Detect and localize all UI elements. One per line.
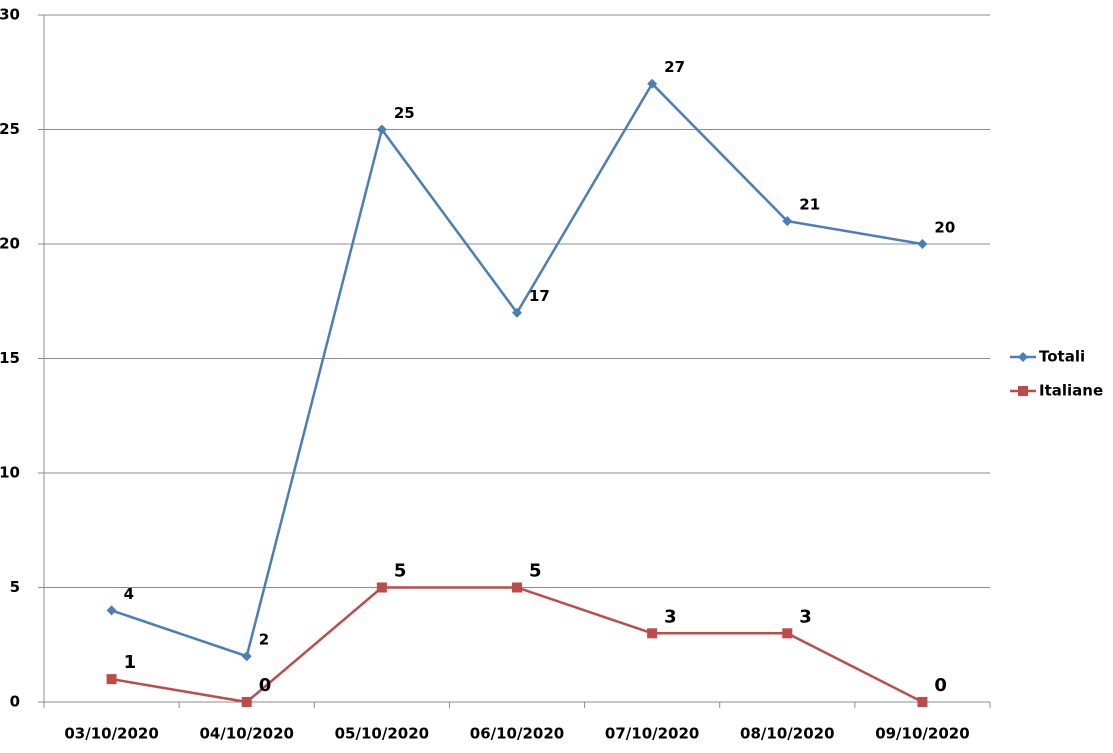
series-line [111, 586, 923, 704]
marker [241, 697, 252, 707]
x-tick-label: 09/10/2020 [875, 725, 969, 743]
marker [106, 674, 117, 685]
data-label: 25 [394, 104, 415, 122]
marker [782, 216, 793, 227]
data-label: 0 [934, 675, 947, 696]
data-label: 27 [664, 58, 685, 76]
data-label: 1 [124, 652, 137, 673]
marker [917, 697, 928, 707]
marker [376, 582, 387, 593]
x-tick-label: 04/10/2020 [199, 725, 293, 743]
y-tick-label: 0 [10, 693, 20, 711]
data-label: 2 [259, 631, 269, 649]
legend-marker [1018, 352, 1028, 362]
legend-label: Italiane [1039, 382, 1103, 400]
y-tick-label: 5 [10, 578, 20, 596]
y-tick-label: 15 [0, 349, 20, 367]
marker [376, 124, 387, 135]
marker [241, 651, 252, 662]
series-line [111, 81, 923, 658]
x-tick-label: 06/10/2020 [470, 725, 564, 743]
marker [647, 78, 658, 89]
x-tick-label: 05/10/2020 [335, 725, 429, 743]
marker [782, 628, 793, 639]
data-label: 3 [664, 606, 677, 627]
legend-marker [1018, 386, 1028, 396]
y-tick-label: 25 [0, 120, 20, 138]
legend-label: Totali [1039, 348, 1085, 366]
data-label: 20 [934, 219, 955, 237]
data-label: 5 [394, 561, 407, 582]
data-label: 4 [124, 585, 134, 603]
marker [512, 307, 522, 318]
marker [106, 605, 117, 616]
x-tick-label: 07/10/2020 [605, 725, 699, 743]
marker [512, 582, 522, 593]
marker [917, 239, 928, 249]
data-label: 0 [259, 675, 272, 696]
data-label: 21 [799, 196, 820, 214]
y-tick-label: 30 [0, 6, 20, 24]
y-tick-label: 10 [0, 464, 20, 482]
data-label: 3 [799, 606, 812, 627]
x-tick-label: 08/10/2020 [740, 725, 834, 743]
data-label: 5 [529, 561, 542, 582]
data-label: 17 [529, 287, 550, 305]
y-tick-label: 20 [0, 235, 20, 253]
x-tick-label: 03/10/2020 [64, 725, 158, 743]
marker [647, 628, 658, 639]
